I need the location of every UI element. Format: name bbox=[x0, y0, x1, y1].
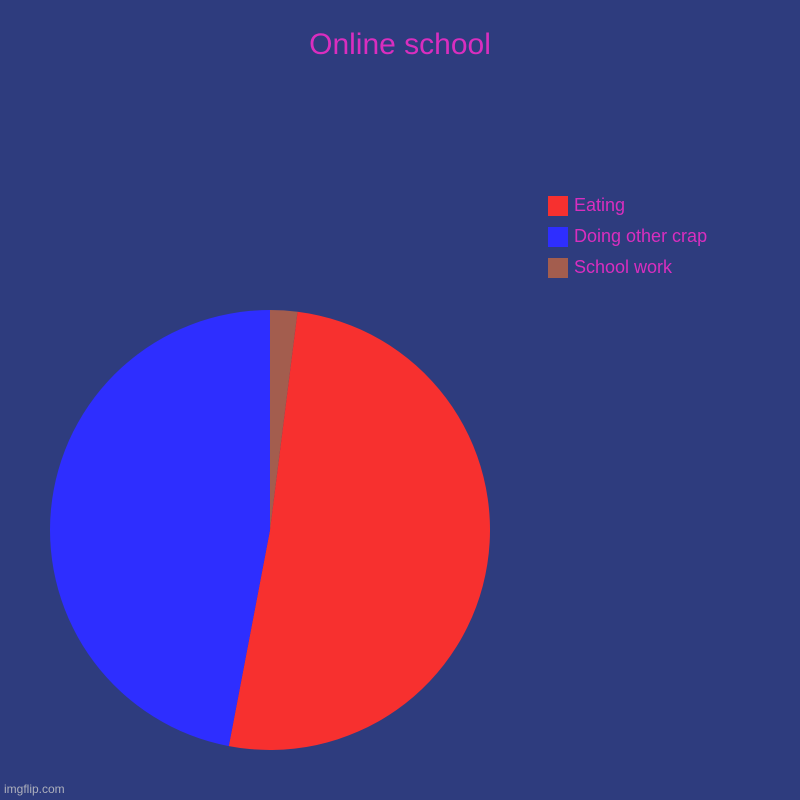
chart-title: Online school bbox=[309, 28, 491, 62]
legend-swatch bbox=[548, 258, 568, 278]
legend-item: Eating bbox=[548, 195, 707, 216]
legend-item: Doing other crap bbox=[548, 226, 707, 247]
legend-label: School work bbox=[574, 257, 672, 278]
legend: Eating Doing other crap School work bbox=[548, 195, 707, 288]
legend-swatch bbox=[548, 227, 568, 247]
legend-swatch bbox=[548, 196, 568, 216]
pie-chart bbox=[50, 310, 490, 750]
pie-slice bbox=[50, 310, 270, 746]
legend-label: Eating bbox=[574, 195, 625, 216]
watermark: imgflip.com bbox=[4, 782, 65, 796]
legend-label: Doing other crap bbox=[574, 226, 707, 247]
legend-item: School work bbox=[548, 257, 707, 278]
